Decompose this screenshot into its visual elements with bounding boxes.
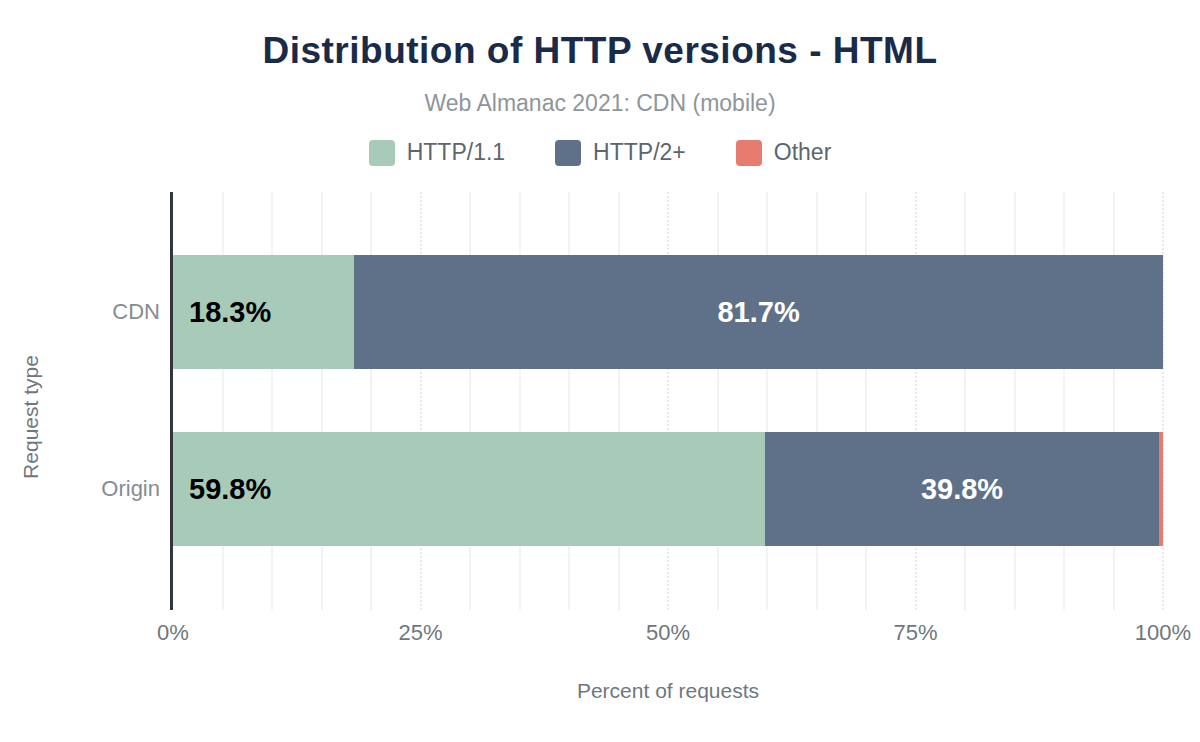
legend-item-http-1-1[interactable]: HTTP/1.1 bbox=[369, 139, 505, 166]
bar-segment-http-2-[interactable]: 81.7% bbox=[354, 255, 1163, 369]
chart-title: Distribution of HTTP versions - HTML bbox=[0, 30, 1200, 72]
legend-label: Other bbox=[774, 139, 832, 166]
bar-segment-other[interactable] bbox=[1159, 432, 1163, 546]
bar-segment-label: 59.8% bbox=[189, 473, 271, 506]
legend-item-http-2-[interactable]: HTTP/2+ bbox=[555, 139, 686, 166]
x-tick-label: 50% bbox=[646, 620, 690, 646]
legend-label: HTTP/1.1 bbox=[407, 139, 505, 166]
x-axis-title: Percent of requests bbox=[173, 679, 1163, 703]
category-label-origin: Origin bbox=[0, 476, 160, 502]
legend-label: HTTP/2+ bbox=[593, 139, 686, 166]
legend-swatch-icon bbox=[555, 140, 581, 166]
plot-area: 18.3% 81.7% 59.8% 39.8% bbox=[173, 192, 1163, 610]
bar-segment-http-1-1[interactable]: 59.8% bbox=[173, 432, 765, 546]
legend: HTTP/1.1 HTTP/2+ Other bbox=[0, 139, 1200, 166]
bar-segment-http-2-[interactable]: 39.8% bbox=[765, 432, 1159, 546]
bar-segment-label: 81.7% bbox=[717, 296, 799, 329]
x-tick-label: 100% bbox=[1135, 620, 1191, 646]
bar-segment-http-1-1[interactable]: 18.3% bbox=[173, 255, 354, 369]
y-axis-title: Request type bbox=[19, 355, 43, 479]
x-tick-label: 75% bbox=[893, 620, 937, 646]
chart-subtitle: Web Almanac 2021: CDN (mobile) bbox=[0, 90, 1200, 117]
bar-row-cdn: 18.3% 81.7% bbox=[173, 255, 1163, 369]
x-tick-label: 25% bbox=[398, 620, 442, 646]
bar-segment-label: 39.8% bbox=[921, 473, 1003, 506]
bar-segment-label: 18.3% bbox=[189, 296, 271, 329]
legend-swatch-icon bbox=[369, 140, 395, 166]
x-tick-label: 0% bbox=[157, 620, 189, 646]
chart-page: Distribution of HTTP versions - HTML Web… bbox=[0, 0, 1200, 742]
legend-swatch-icon bbox=[736, 140, 762, 166]
bar-row-origin: 59.8% 39.8% bbox=[173, 432, 1163, 546]
legend-item-other[interactable]: Other bbox=[736, 139, 832, 166]
category-label-cdn: CDN bbox=[0, 299, 160, 325]
